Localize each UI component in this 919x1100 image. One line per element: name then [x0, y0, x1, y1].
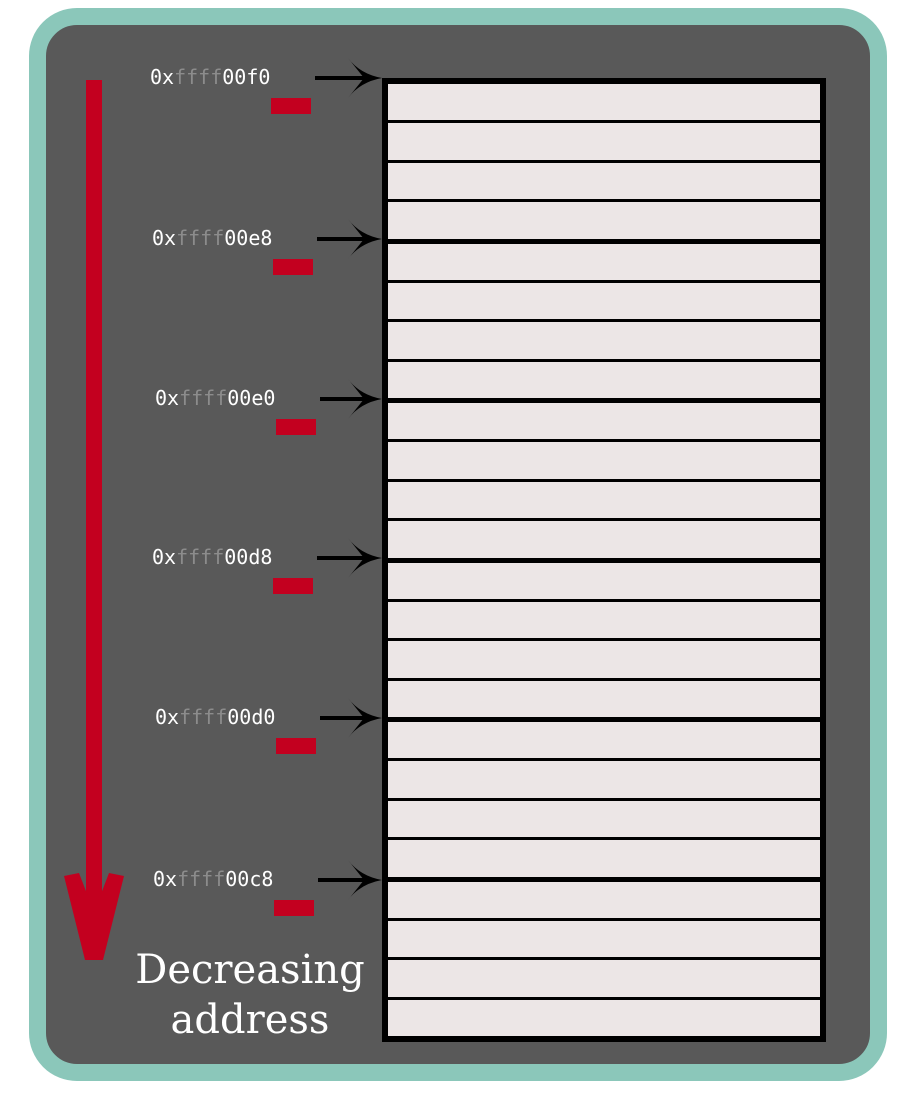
memory-cell: [388, 563, 820, 602]
address-mid: ffff: [179, 386, 228, 410]
memory-cell: [388, 761, 820, 801]
memory-cell: [388, 960, 820, 1000]
address-mid: ffff: [174, 65, 223, 89]
address-underline-mark: [276, 419, 316, 435]
address-tail: 00e0: [227, 386, 276, 410]
memory-cell: [388, 163, 820, 203]
pointer-arrowhead: [348, 698, 382, 738]
address-tail: 00d0: [227, 705, 276, 729]
address-label: 0xffff00c8: [153, 869, 273, 889]
pointer-arrowhead: [348, 219, 382, 259]
pointer-arrowhead: [348, 538, 382, 578]
decreasing-address-caption: Decreasing address: [120, 945, 380, 1045]
address-mid: ffff: [177, 867, 226, 891]
memory-cell: [388, 521, 820, 563]
caption-line-2: address: [170, 997, 330, 1043]
memory-cell: [388, 1000, 820, 1036]
memory-cell: [388, 283, 820, 323]
pointer-arrowhead: [348, 860, 382, 900]
address-tail: 00d8: [224, 545, 273, 569]
address-underline-mark: [273, 578, 313, 594]
memory-cell: [388, 882, 820, 921]
address-prefix: 0x: [155, 386, 180, 410]
pointer-arrowhead: [348, 379, 382, 419]
memory-cell: [388, 84, 820, 124]
memory-table: [382, 78, 826, 1042]
memory-cell: [388, 681, 820, 722]
address-prefix: 0x: [152, 545, 177, 569]
address-mid: ffff: [176, 226, 225, 250]
caption-line-1: Decreasing: [135, 947, 365, 993]
decreasing-address-arrowhead: [64, 873, 124, 960]
address-label: 0xffff00d8: [152, 547, 272, 567]
memory-cell: [388, 722, 820, 762]
memory-cell: [388, 123, 820, 163]
memory-cell: [388, 840, 820, 882]
memory-cell: [388, 202, 820, 244]
pointer-arrowhead: [348, 58, 382, 98]
memory-cell: [388, 244, 820, 283]
address-label: 0xffff00d0: [155, 707, 275, 727]
memory-cell: [388, 362, 820, 403]
address-tail: 00e8: [224, 226, 273, 250]
address-mid: ffff: [176, 545, 225, 569]
memory-cell: [388, 442, 820, 482]
memory-cell: [388, 602, 820, 642]
address-underline-mark: [271, 98, 311, 114]
address-prefix: 0x: [155, 705, 180, 729]
address-prefix: 0x: [150, 65, 175, 89]
address-prefix: 0x: [152, 226, 177, 250]
address-underline-mark: [276, 738, 316, 754]
address-mid: ffff: [179, 705, 228, 729]
address-prefix: 0x: [153, 867, 178, 891]
address-underline-mark: [273, 259, 313, 275]
address-label: 0xffff00e0: [155, 388, 275, 408]
memory-cell: [388, 482, 820, 522]
address-pointer-arrows: [315, 58, 382, 900]
address-label: 0xffff00e8: [152, 228, 272, 248]
memory-cell: [388, 801, 820, 841]
address-tail: 00f0: [222, 65, 271, 89]
memory-cell: [388, 403, 820, 443]
address-label: 0xffff00f0: [150, 67, 270, 87]
address-tail: 00c8: [225, 867, 274, 891]
address-underline-mark: [274, 900, 314, 916]
memory-cell: [388, 921, 820, 961]
memory-cell: [388, 641, 820, 681]
memory-cell: [388, 322, 820, 362]
